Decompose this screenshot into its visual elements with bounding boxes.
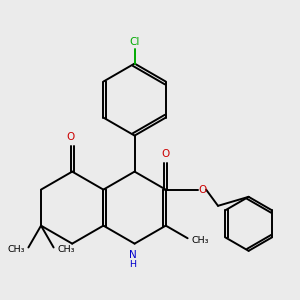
Text: CH₃: CH₃	[7, 245, 25, 254]
Text: O: O	[66, 132, 74, 142]
Text: N: N	[129, 250, 137, 260]
Text: O: O	[198, 184, 207, 195]
Text: CH₃: CH₃	[57, 245, 75, 254]
Text: H: H	[129, 260, 136, 269]
Text: Cl: Cl	[129, 38, 140, 47]
Text: O: O	[162, 149, 170, 159]
Text: CH₃: CH₃	[191, 236, 209, 244]
